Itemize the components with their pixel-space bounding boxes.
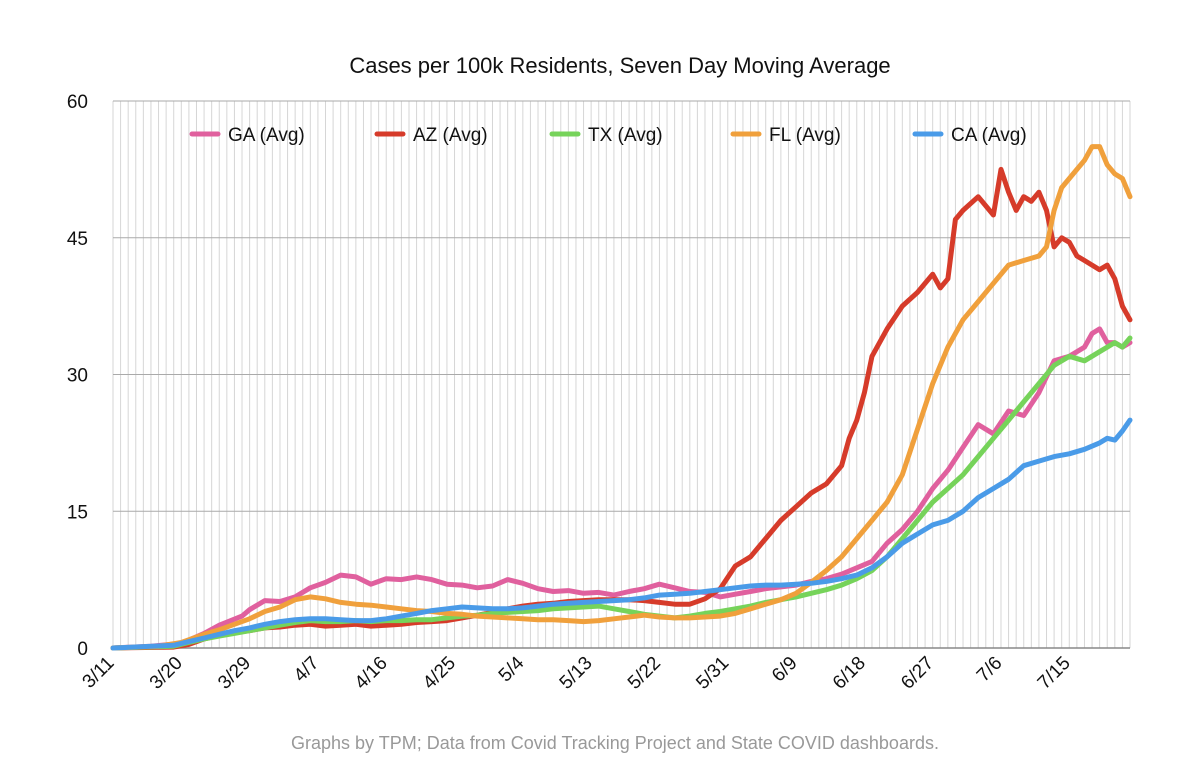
x-tick-label: 5/13	[556, 653, 597, 694]
source-note: Graphs by TPM; Data from Covid Tracking …	[291, 733, 939, 753]
y-tick-label: 0	[77, 639, 88, 660]
series-line-ga	[110, 326, 1133, 651]
series-line-az	[110, 166, 1133, 651]
legend-label-fl: FL (Avg)	[769, 125, 841, 146]
x-tick-label: 4/16	[351, 653, 392, 694]
x-tick-label: 5/22	[624, 653, 665, 694]
legend-label-az: AZ (Avg)	[413, 125, 488, 146]
legend-label-ca: CA (Avg)	[951, 125, 1027, 146]
x-tick-label: 5/4	[495, 652, 529, 686]
series-line-fl	[110, 144, 1133, 651]
x-tick-label: 6/27	[897, 653, 938, 694]
x-tick-label: 3/29	[214, 653, 255, 694]
x-tick-label: 5/31	[692, 653, 733, 694]
legend-label-tx: TX (Avg)	[588, 125, 663, 146]
x-axis: 3/11 3/20 3/29 4/7 4/16 4/25 5/4 5/13 5/22 5/31 6/…	[79, 652, 1075, 693]
x-tick-label: 6/18	[829, 653, 870, 694]
x-tick-label: 7/6	[973, 653, 1007, 687]
y-axis: 0 15 30 45 60	[67, 92, 88, 660]
chart-title: Cases per 100k Residents, Seven Day Movi…	[349, 53, 890, 78]
x-tick-label: 6/9	[768, 653, 802, 687]
y-tick-label: 15	[67, 502, 88, 523]
x-tick-label: 7/15	[1034, 653, 1075, 694]
x-tick-label: 4/7	[290, 653, 324, 687]
legend-label-ga: GA (Avg)	[228, 125, 305, 146]
y-tick-label: 30	[67, 366, 88, 387]
x-tick-label: 3/20	[146, 653, 187, 694]
x-tick-label: 4/25	[419, 653, 460, 694]
series-line-ca	[110, 417, 1133, 651]
legend: GA (Avg) AZ (Avg) TX (Avg) FL (Avg) CA (Avg)	[189, 125, 1027, 146]
y-tick-label: 60	[67, 92, 88, 113]
y-tick-label: 45	[67, 229, 88, 250]
series-lines	[110, 144, 1133, 651]
